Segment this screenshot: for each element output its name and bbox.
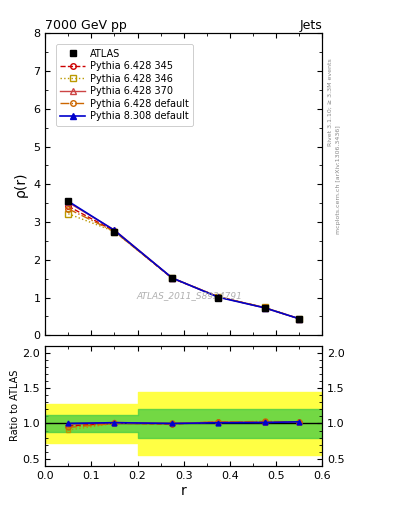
Pythia 6.428 346 (112, 228, 117, 234)
Pythia 8.308 default (112, 227, 117, 233)
Pythia 6.428 345 (66, 203, 71, 209)
ATLAS (112, 228, 117, 234)
Line: Pythia 6.428 345: Pythia 6.428 345 (66, 203, 302, 322)
Line: Pythia 6.428 346: Pythia 6.428 346 (66, 211, 302, 322)
Pythia 6.428 default (297, 316, 301, 322)
Pythia 6.428 default (112, 228, 117, 234)
Pythia 8.308 default (262, 305, 267, 311)
ATLAS (262, 305, 267, 311)
Pythia 6.428 345 (297, 316, 301, 322)
Pythia 6.428 346 (170, 275, 174, 281)
Pythia 6.428 370 (170, 275, 174, 281)
ATLAS (66, 198, 71, 204)
Pythia 6.428 345 (112, 228, 117, 234)
Pythia 8.308 default (170, 275, 174, 281)
Y-axis label: Ratio to ATLAS: Ratio to ATLAS (10, 370, 20, 441)
X-axis label: r: r (181, 483, 187, 498)
Pythia 6.428 345 (170, 275, 174, 282)
Text: 7000 GeV pp: 7000 GeV pp (45, 19, 127, 32)
Pythia 6.428 345 (216, 294, 221, 300)
ATLAS (170, 275, 174, 281)
Pythia 6.428 370 (66, 199, 71, 205)
Pythia 6.428 370 (216, 294, 221, 300)
Pythia 6.428 345 (262, 305, 267, 311)
Pythia 6.428 346 (297, 316, 301, 322)
Line: Pythia 6.428 370: Pythia 6.428 370 (66, 200, 302, 322)
Line: ATLAS: ATLAS (66, 199, 302, 322)
Pythia 6.428 370 (112, 227, 117, 233)
Pythia 6.428 default (170, 275, 174, 281)
Pythia 6.428 default (66, 206, 71, 212)
Pythia 6.428 346 (66, 211, 71, 217)
Text: Jets: Jets (299, 19, 322, 32)
Legend: ATLAS, Pythia 6.428 345, Pythia 6.428 346, Pythia 6.428 370, Pythia 6.428 defaul: ATLAS, Pythia 6.428 345, Pythia 6.428 34… (55, 44, 193, 126)
Pythia 8.308 default (216, 294, 221, 301)
Pythia 8.308 default (66, 198, 71, 204)
Text: ATLAS_2011_S8924791: ATLAS_2011_S8924791 (136, 292, 242, 301)
Pythia 6.428 370 (297, 316, 301, 322)
ATLAS (297, 316, 301, 322)
Text: Rivet 3.1.10; ≥ 3.3M events: Rivet 3.1.10; ≥ 3.3M events (328, 58, 333, 146)
Pythia 8.308 default (297, 316, 301, 322)
Pythia 6.428 default (262, 304, 267, 310)
Pythia 6.428 default (216, 294, 221, 300)
ATLAS (216, 294, 221, 301)
Text: mcplots.cern.ch [arXiv:1306.3436]: mcplots.cern.ch [arXiv:1306.3436] (336, 125, 341, 233)
Y-axis label: ρ(r): ρ(r) (14, 172, 28, 197)
Pythia 6.428 346 (262, 304, 267, 310)
Line: Pythia 8.308 default: Pythia 8.308 default (66, 199, 302, 322)
Line: Pythia 6.428 default: Pythia 6.428 default (66, 206, 302, 322)
Pythia 6.428 346 (216, 294, 221, 300)
Pythia 6.428 370 (262, 305, 267, 311)
